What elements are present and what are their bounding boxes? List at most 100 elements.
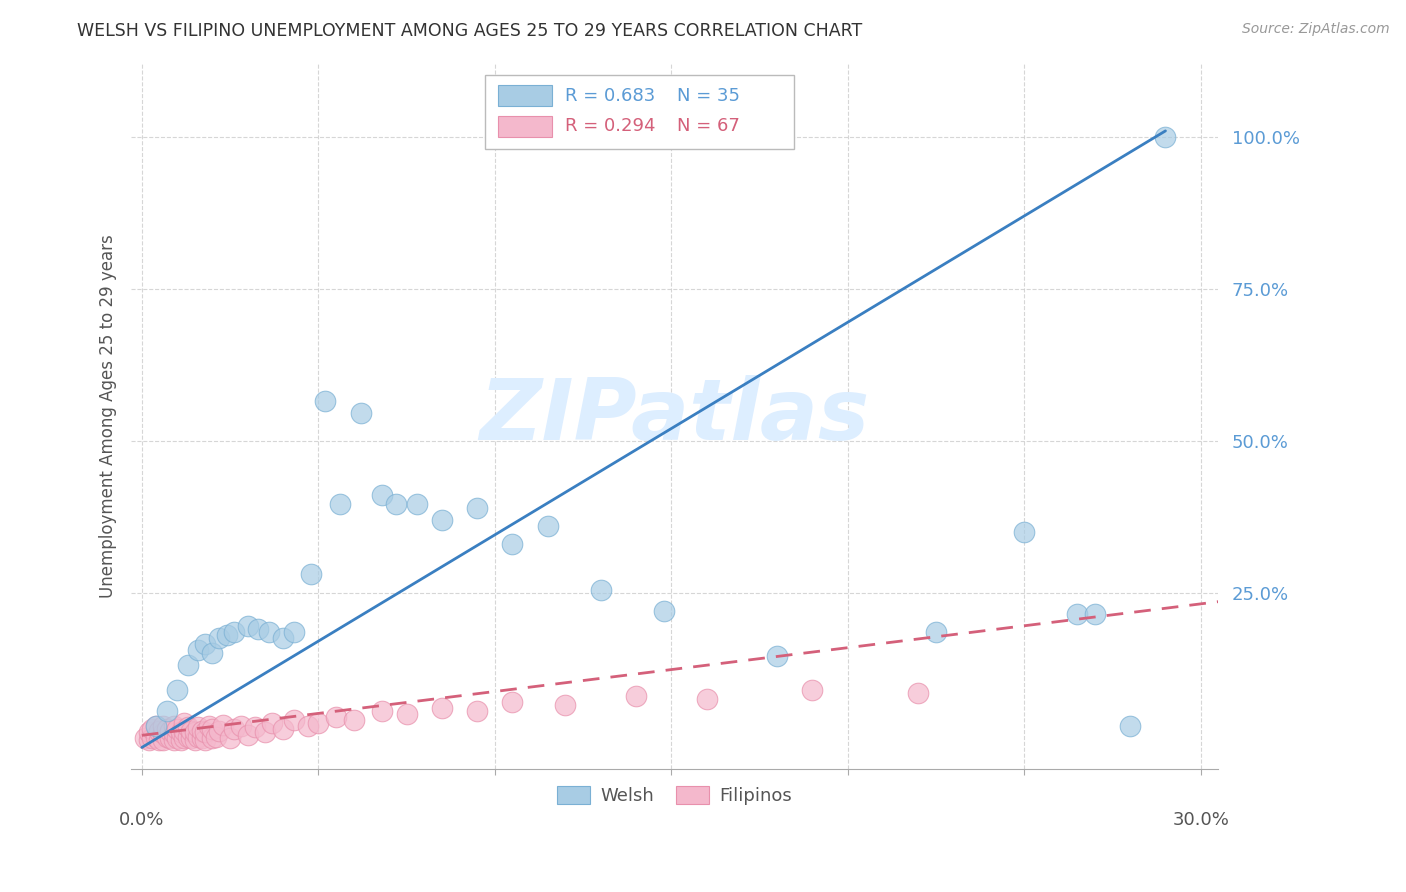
- Point: [229, 719, 252, 733]
- Point: [177, 720, 200, 734]
- Point: [187, 730, 209, 744]
- Y-axis label: Unemployment Among Ages 25 to 29 years: Unemployment Among Ages 25 to 29 years: [100, 235, 117, 599]
- Point: [162, 719, 184, 733]
- Point: [201, 646, 224, 660]
- Point: [257, 625, 280, 640]
- Point: [184, 732, 207, 747]
- Point: [148, 732, 170, 747]
- Point: [187, 643, 209, 657]
- Point: [201, 723, 224, 737]
- Point: [173, 724, 195, 739]
- Point: [208, 631, 231, 645]
- Point: [766, 649, 789, 664]
- Point: [430, 701, 453, 715]
- Point: [145, 719, 167, 733]
- Point: [166, 731, 188, 746]
- Point: [191, 731, 214, 746]
- Point: [307, 716, 329, 731]
- Point: [501, 537, 523, 551]
- Point: [222, 723, 245, 737]
- Point: [430, 513, 453, 527]
- Legend: Welsh, Filipinos: Welsh, Filipinos: [550, 779, 800, 813]
- Point: [465, 500, 488, 515]
- Point: [283, 625, 305, 640]
- Point: [138, 732, 160, 747]
- Point: [155, 730, 177, 744]
- Point: [138, 725, 160, 739]
- Point: [177, 658, 200, 673]
- Point: [243, 720, 266, 734]
- Point: [162, 726, 184, 740]
- Point: [395, 707, 418, 722]
- Bar: [498, 86, 553, 106]
- Point: [247, 622, 270, 636]
- Point: [205, 730, 228, 744]
- Text: R = 0.683: R = 0.683: [565, 87, 655, 104]
- FancyBboxPatch shape: [485, 75, 794, 149]
- Point: [208, 724, 231, 739]
- Point: [1066, 607, 1088, 621]
- Point: [501, 695, 523, 709]
- Point: [159, 724, 181, 739]
- Point: [152, 719, 174, 733]
- Point: [925, 625, 948, 640]
- Point: [180, 731, 202, 746]
- Point: [325, 710, 347, 724]
- Point: [215, 628, 238, 642]
- Point: [271, 723, 294, 737]
- Point: [254, 725, 277, 739]
- Point: [236, 728, 259, 742]
- Point: [297, 719, 319, 733]
- Point: [169, 732, 191, 747]
- Point: [166, 723, 188, 737]
- Point: [145, 719, 167, 733]
- Point: [191, 724, 214, 739]
- Point: [262, 716, 284, 731]
- Point: [537, 518, 560, 533]
- Point: [184, 725, 207, 739]
- Point: [314, 394, 336, 409]
- Point: [180, 724, 202, 739]
- Point: [166, 682, 188, 697]
- Point: [385, 498, 408, 512]
- Point: [162, 732, 184, 747]
- Point: [1084, 607, 1107, 621]
- Point: [371, 488, 394, 502]
- Point: [198, 719, 221, 733]
- Point: [350, 406, 373, 420]
- Point: [328, 498, 350, 512]
- Point: [169, 725, 191, 739]
- Point: [652, 604, 675, 618]
- Bar: [498, 115, 553, 136]
- Point: [145, 730, 167, 744]
- Point: [406, 498, 429, 512]
- Point: [141, 723, 163, 737]
- Point: [194, 725, 217, 739]
- Point: [173, 731, 195, 746]
- Point: [1154, 130, 1177, 145]
- Point: [159, 731, 181, 746]
- Text: Source: ZipAtlas.com: Source: ZipAtlas.com: [1241, 22, 1389, 37]
- Text: R = 0.294: R = 0.294: [565, 117, 655, 135]
- Point: [194, 732, 217, 747]
- Text: 0.0%: 0.0%: [120, 811, 165, 829]
- Point: [1014, 524, 1036, 539]
- Point: [371, 704, 394, 718]
- Text: 30.0%: 30.0%: [1173, 811, 1229, 829]
- Point: [343, 713, 366, 727]
- Point: [1119, 719, 1142, 733]
- Point: [589, 582, 612, 597]
- Point: [194, 637, 217, 651]
- Point: [299, 567, 322, 582]
- Point: [134, 731, 156, 746]
- Point: [801, 682, 824, 697]
- Point: [219, 731, 242, 746]
- Point: [696, 691, 718, 706]
- Point: [152, 732, 174, 747]
- Text: WELSH VS FILIPINO UNEMPLOYMENT AMONG AGES 25 TO 29 YEARS CORRELATION CHART: WELSH VS FILIPINO UNEMPLOYMENT AMONG AGE…: [77, 22, 862, 40]
- Point: [624, 689, 647, 703]
- Point: [148, 724, 170, 739]
- Point: [141, 731, 163, 746]
- Point: [465, 704, 488, 718]
- Point: [152, 726, 174, 740]
